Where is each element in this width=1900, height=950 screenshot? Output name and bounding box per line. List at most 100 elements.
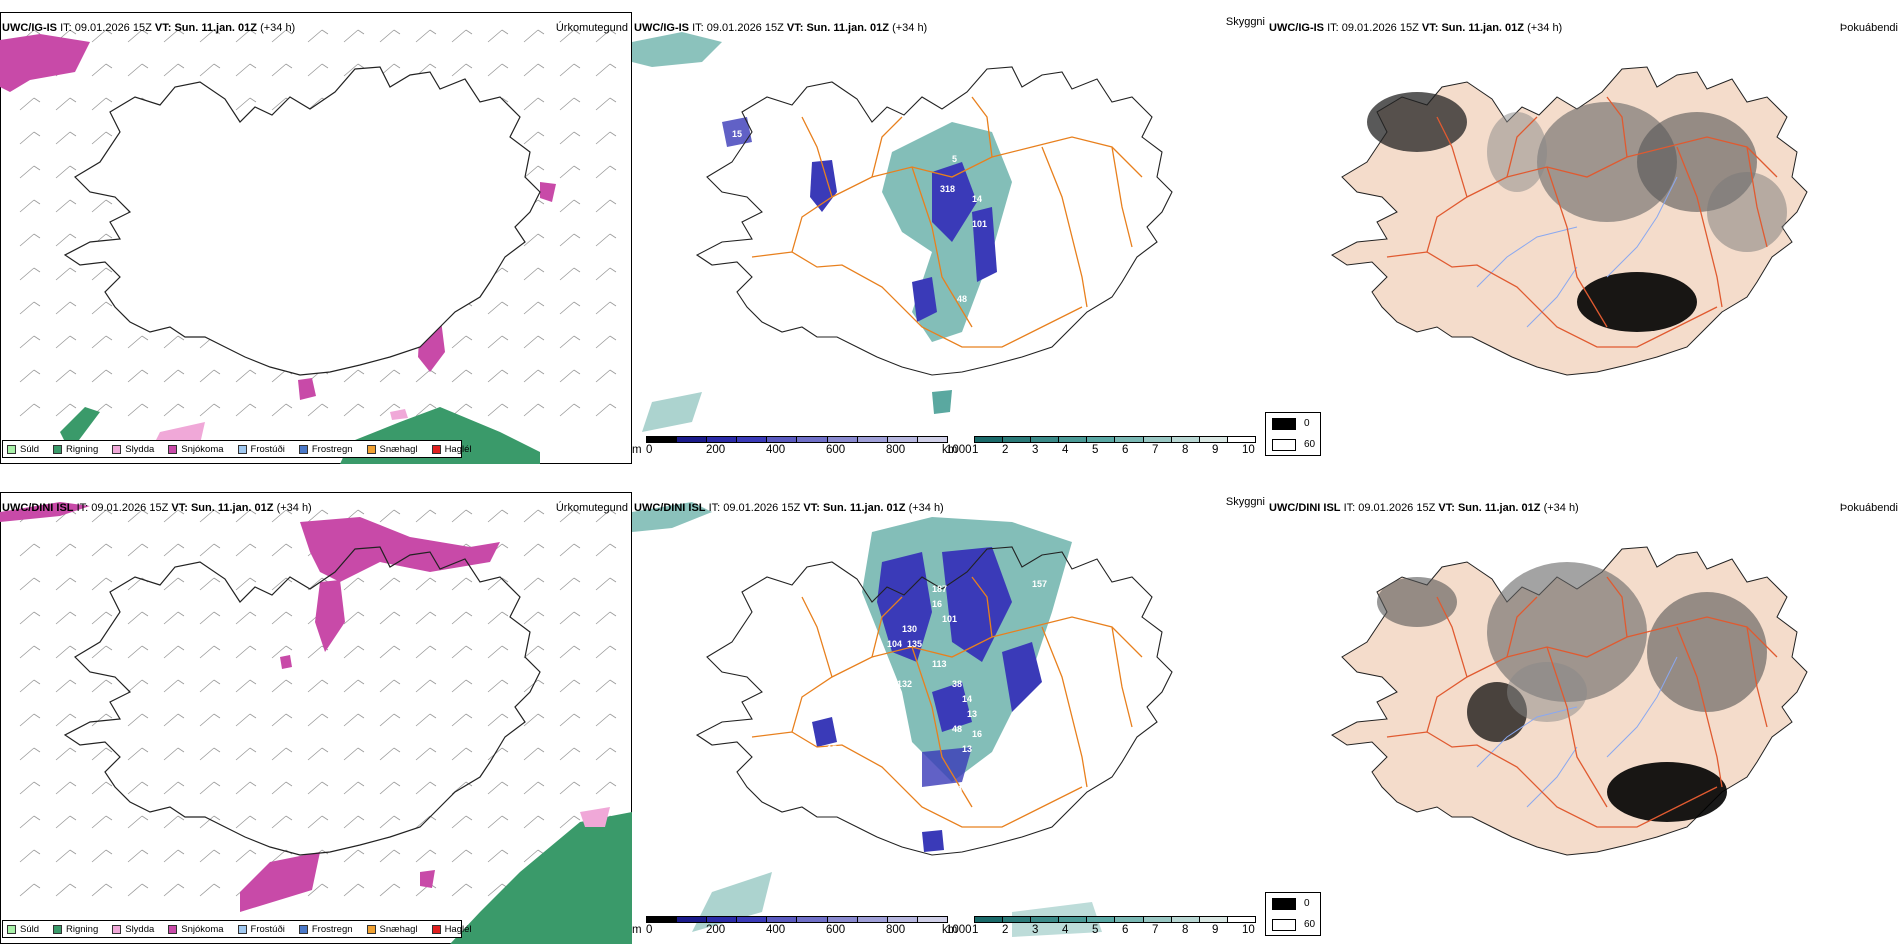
- wind-barb: [559, 131, 581, 145]
- colorbar-segment: [707, 917, 738, 922]
- precip-map-svg: [0, 12, 632, 464]
- wind-barb: [451, 713, 473, 727]
- visibility-value: 318: [940, 184, 955, 194]
- colorbar-tick: 7: [1152, 444, 1159, 456]
- wind-barb: [379, 403, 401, 417]
- wind-barb: [127, 611, 149, 625]
- wind-barb: [595, 645, 617, 659]
- wind-barb: [91, 369, 113, 383]
- wind-barb: [415, 747, 437, 761]
- wind-barb: [307, 713, 329, 727]
- model-name: UWC/DINI ISL: [634, 502, 706, 514]
- wind-barb: [271, 63, 293, 77]
- colorbar-segment: [827, 917, 858, 922]
- low-vis-area: [972, 207, 997, 282]
- legend-label: Súld: [20, 923, 40, 935]
- wind-barb: [523, 509, 545, 523]
- colorbar-segment: [737, 437, 768, 442]
- colorbar-tick: 10: [1242, 444, 1255, 456]
- road: [1386, 251, 1718, 348]
- wind-barb: [523, 165, 545, 179]
- low-vis-area: [932, 682, 972, 732]
- wind-barb: [595, 233, 617, 247]
- colorbar-segment: [1227, 917, 1255, 922]
- legend-swatch: [168, 444, 178, 454]
- road: [911, 166, 973, 328]
- colorbar-segment: [677, 917, 708, 922]
- colorbar-tick: 6: [1122, 924, 1129, 936]
- road: [1546, 646, 1608, 808]
- visibility-value: 15: [732, 129, 742, 139]
- rivers: [1476, 656, 1678, 808]
- low-vis-area: [922, 747, 972, 787]
- legend-swatch: [298, 924, 308, 934]
- wind-barb: [127, 403, 149, 417]
- wind-barb: [415, 713, 437, 727]
- wind-barb: [523, 369, 545, 383]
- wind-barb: [55, 679, 77, 693]
- wind-barb: [415, 29, 437, 43]
- road: [1676, 146, 1723, 308]
- wind-barb: [523, 267, 545, 281]
- colorbar-segment: [797, 437, 828, 442]
- wind-barb: [91, 679, 113, 693]
- visibility-value: 134: [947, 784, 962, 794]
- wind-barb: [559, 301, 581, 315]
- wind-barb: [127, 781, 149, 795]
- fog-legend-low: 60: [1304, 439, 1316, 450]
- wind-barb: [91, 267, 113, 281]
- wind-barb: [199, 883, 221, 897]
- road-network: [1386, 576, 1778, 828]
- road: [1746, 626, 1768, 728]
- wind-barb: [451, 509, 473, 523]
- colorbar-segment: [917, 917, 947, 922]
- colorbar-tick: 400: [766, 924, 786, 936]
- legend-item: Frostregn: [298, 444, 353, 455]
- colorbar-segment: [737, 917, 768, 922]
- wind-barb: [595, 97, 617, 111]
- wind-barb: [307, 747, 329, 761]
- colorbar-tick: 0: [646, 444, 653, 456]
- wind-barb: [415, 849, 437, 863]
- wind-barb: [487, 369, 509, 383]
- wind-barb: [199, 63, 221, 77]
- colorbar-tick: 400: [766, 444, 786, 456]
- wind-barb: [91, 815, 113, 829]
- wind-barb: [235, 679, 257, 693]
- wind-barb: [379, 815, 401, 829]
- snow-area: [0, 502, 90, 522]
- wind-barb: [559, 509, 581, 523]
- fog-legend: 0 60: [1265, 412, 1321, 456]
- fog-blob: [1507, 662, 1587, 722]
- wind-barb: [19, 645, 41, 659]
- road: [791, 616, 1143, 733]
- colorbar-segment: [1199, 917, 1228, 922]
- legend-item: Snæhagl: [366, 444, 418, 455]
- wind-barb: [415, 577, 437, 591]
- visibility-value: 157: [1032, 579, 1047, 589]
- road: [911, 646, 973, 808]
- road: [871, 116, 903, 178]
- colorbar-segment: [1143, 437, 1172, 442]
- rivers: [1476, 176, 1678, 328]
- panel-header: UWC/IG-IS IT: 09.01.2026 15Z VT: Sun. 11…: [2, 22, 295, 35]
- wind-barb: [559, 233, 581, 247]
- colorbar-tick: 3: [1032, 924, 1039, 936]
- wind-barb: [595, 543, 617, 557]
- wind-barb: [343, 577, 365, 591]
- wind-barb: [595, 713, 617, 727]
- wind-barb: [127, 815, 149, 829]
- wind-barb: [307, 781, 329, 795]
- visibility-value: 130: [902, 624, 917, 634]
- visibility-colorbar-m: m 0 200 400 600 800 1000: [632, 916, 972, 940]
- vt-value: Sun. 11.jan. 01Z: [1457, 502, 1541, 514]
- wind-barb: [127, 747, 149, 761]
- wind-barb: [451, 335, 473, 349]
- snow-area: [300, 517, 500, 582]
- fog-legend: 0 60: [1265, 892, 1321, 936]
- wind-barb: [271, 781, 293, 795]
- wind-barb: [19, 199, 41, 213]
- snow-area: [540, 182, 556, 202]
- wind-barb: [55, 577, 77, 591]
- wind-barb: [19, 747, 41, 761]
